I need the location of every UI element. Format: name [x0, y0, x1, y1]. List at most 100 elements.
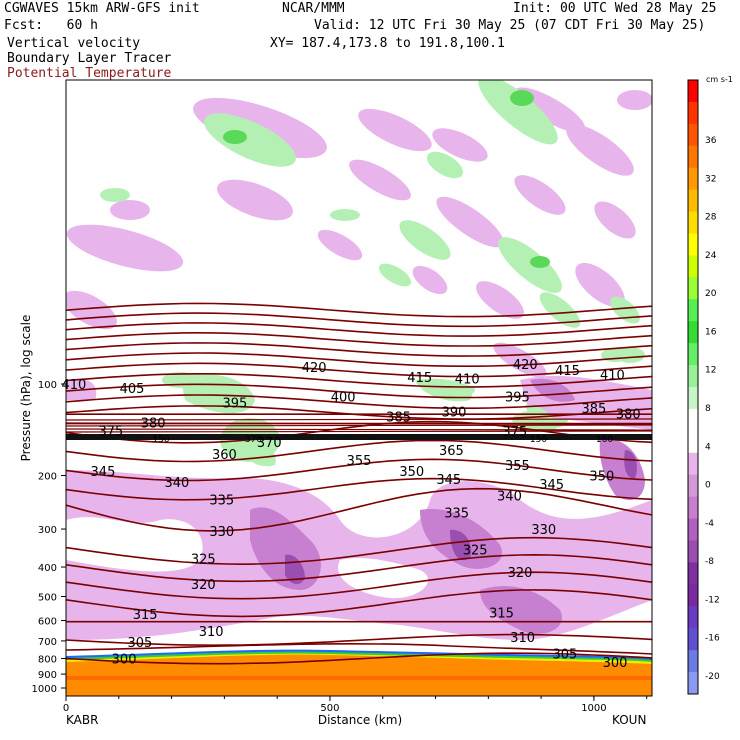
contour-label: 395	[505, 391, 530, 406]
colorbar-swatch	[688, 452, 698, 476]
colorbar-swatch	[688, 518, 698, 541]
y-tick-label: 200	[38, 472, 57, 483]
x-tick-label: 1000	[581, 703, 606, 714]
forecast-hour: Fcst: 60 h	[4, 18, 98, 33]
colorbar-swatch	[688, 343, 698, 366]
field-potential-temperature: Potential Temperature	[7, 66, 172, 81]
theta-contour-380	[66, 394, 652, 409]
colorbar-label: -8	[705, 557, 714, 567]
colorbar-swatch	[688, 606, 698, 629]
contour-label: 330	[209, 525, 234, 540]
colorbar-swatch	[688, 211, 698, 234]
theta-contour-315	[66, 589, 652, 618]
contour-label: 390	[442, 405, 467, 420]
tropopause-label: 160	[596, 435, 613, 445]
right-station-label: KOUN	[612, 713, 646, 727]
contour-label: 300	[603, 656, 628, 671]
tropopause-label: 150	[530, 435, 547, 445]
colorbar-swatch	[688, 321, 698, 344]
y-tick-label: 400	[38, 563, 57, 574]
colorbar-swatch	[688, 299, 698, 322]
colorbar-swatch	[688, 277, 698, 300]
colorbar-swatch	[688, 145, 698, 169]
colorbar-label: 32	[705, 174, 716, 184]
theta-contour-305	[66, 633, 652, 647]
theta-contour-tropopause	[66, 428, 652, 431]
theta-contour-335	[66, 487, 652, 532]
tropopause-band	[66, 434, 652, 440]
y-tick-label: 600	[38, 617, 57, 628]
tropopause-label: 370	[245, 435, 262, 445]
contour-label: 315	[489, 607, 514, 622]
theta-contour-425	[66, 302, 652, 318]
x-axis-label: Distance (km)	[318, 713, 402, 727]
colorbar-swatch	[688, 387, 698, 410]
theta-contour-325	[66, 553, 652, 583]
contour-label: 350	[589, 470, 614, 485]
theta-contour-385	[66, 383, 652, 399]
theta-contour-400	[66, 352, 652, 367]
contour-label: 375	[98, 424, 123, 439]
colorbar-swatch	[688, 365, 698, 388]
contour-label: 355	[347, 454, 372, 469]
contour-label: 395	[223, 396, 248, 411]
y-tick-label: 900	[38, 670, 57, 681]
y-tick-label: 800	[38, 655, 57, 666]
theta-contour-tropopause	[66, 418, 652, 421]
contour-label: 355	[505, 459, 530, 474]
contour-label: 410	[455, 373, 480, 388]
contour-label: 385	[386, 411, 411, 426]
init-time: Init: 00 UTC Wed 28 May 25	[513, 1, 717, 16]
y-tick-label: 100	[38, 380, 57, 391]
colorbar-label: 20	[705, 289, 717, 299]
colorbar-swatch	[688, 80, 698, 103]
theta-contour-375	[66, 405, 652, 420]
colorbar-swatch	[688, 167, 698, 191]
contour-label: 345	[436, 473, 461, 488]
contour-label: 305	[552, 647, 577, 662]
contour-label: 370	[257, 436, 282, 451]
colorbar-swatch	[688, 562, 698, 585]
colorbar-swatch	[688, 255, 698, 278]
tropopause-label: 150	[152, 435, 169, 445]
y-tick-label: 1000	[32, 684, 57, 695]
x-tick-label: 0	[63, 703, 69, 714]
colorbar-label: 12	[705, 366, 716, 376]
contour-label: 375	[502, 425, 527, 440]
contour-label: 380	[141, 417, 166, 432]
y-axis: 100 200 300 400 500 600 700 800 900 1000	[32, 380, 66, 695]
theta-contour-300	[66, 652, 652, 665]
theta-contour-350	[66, 439, 652, 463]
theta-contour-tropopause	[66, 430, 652, 433]
colorbar-label: -12	[705, 595, 720, 605]
colorbar-swatch	[688, 672, 698, 695]
valid-time: Valid: 12 UTC Fri 30 May 25 (07 CDT Fri …	[314, 18, 706, 33]
contour-label: 340	[164, 476, 189, 491]
theta-contour-420	[66, 312, 652, 328]
contour-label: 300	[112, 653, 137, 668]
contour-label: 360	[212, 448, 237, 463]
y-axis-label: Pressure (hPa), log scale	[19, 315, 33, 462]
model-title: CGWAVES 15km ARW-GFS init	[4, 1, 200, 16]
theta-contour-405	[66, 342, 652, 357]
left-station-label: KABR	[66, 713, 98, 727]
contour-label: 365	[439, 444, 464, 459]
x-tick-label: 500	[320, 703, 339, 714]
colorbar-label: 16	[705, 327, 717, 337]
contour-label: 345	[91, 465, 116, 480]
field-boundary-layer: Boundary Layer Tracer	[7, 51, 172, 66]
colorbar-label: -4	[705, 519, 714, 529]
contour-labels: 410 405 420 415 410 420 415 410 400 395 395 385 380 3…	[62, 358, 641, 671]
theta-contour-surface	[66, 643, 652, 655]
contour-label: 345	[539, 478, 564, 493]
colorbar-swatch	[688, 430, 698, 454]
contour-label: 335	[444, 507, 469, 522]
theta-contour-345	[66, 458, 652, 482]
colorbar-swatch	[688, 628, 698, 651]
theta-contour-330	[66, 536, 652, 566]
y-tick-label: 300	[38, 525, 57, 536]
theta-contour-tropopause	[66, 422, 652, 425]
contour-label: 330	[531, 523, 556, 538]
theta-contour-340	[66, 477, 652, 501]
